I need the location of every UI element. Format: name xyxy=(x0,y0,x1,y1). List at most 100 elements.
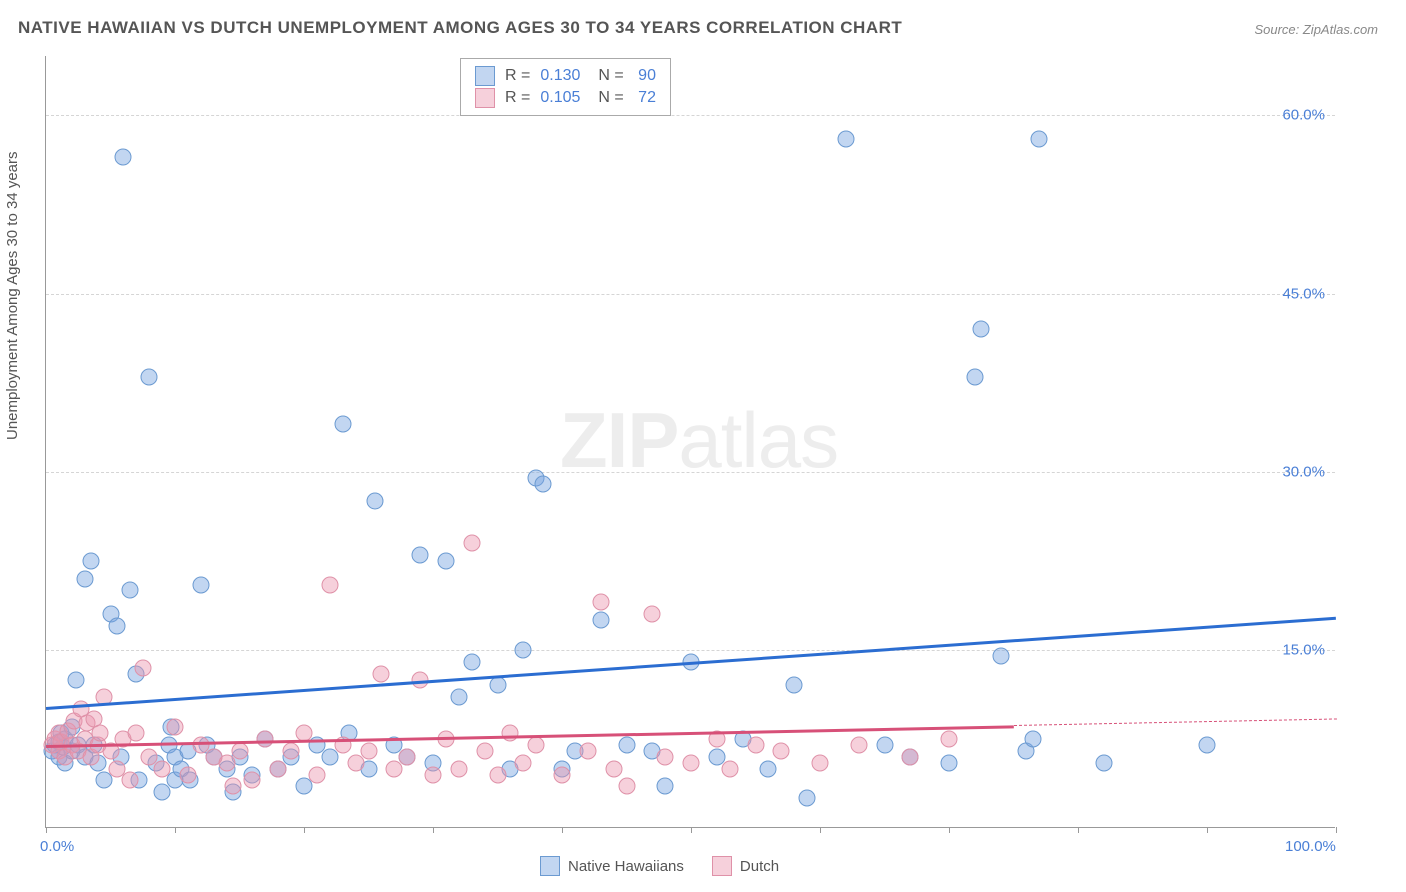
stats-r-label: R = xyxy=(505,67,530,85)
data-point xyxy=(231,742,248,759)
x-tick xyxy=(562,827,563,833)
data-point xyxy=(334,416,351,433)
data-point xyxy=(121,582,138,599)
data-point xyxy=(154,760,171,777)
data-point xyxy=(618,778,635,795)
data-point xyxy=(812,754,829,771)
data-point xyxy=(579,742,596,759)
data-point xyxy=(244,772,261,789)
x-tick xyxy=(175,827,176,833)
x-tick xyxy=(949,827,950,833)
trend-line-dashed xyxy=(1013,719,1336,727)
plot-area: 15.0%30.0%45.0%60.0% xyxy=(45,56,1335,828)
stats-r-value: 0.105 xyxy=(540,89,580,107)
data-point xyxy=(257,730,274,747)
stats-n-label: N = xyxy=(598,89,623,107)
data-point xyxy=(592,594,609,611)
data-point xyxy=(1024,730,1041,747)
y-tick-label: 60.0% xyxy=(1282,107,1325,124)
data-point xyxy=(489,677,506,694)
data-point xyxy=(283,742,300,759)
data-point xyxy=(92,724,109,741)
x-tick xyxy=(304,827,305,833)
data-point xyxy=(605,760,622,777)
legend-item: Dutch xyxy=(712,856,779,876)
data-point xyxy=(850,736,867,753)
data-point xyxy=(644,606,661,623)
data-point xyxy=(786,677,803,694)
data-point xyxy=(450,689,467,706)
stats-r-value: 0.130 xyxy=(540,67,580,85)
data-point xyxy=(534,475,551,492)
data-point xyxy=(192,576,209,593)
data-point xyxy=(308,766,325,783)
data-point xyxy=(799,790,816,807)
x-tick-label: 100.0% xyxy=(1285,838,1336,855)
data-point xyxy=(837,131,854,148)
legend-swatch xyxy=(475,66,495,86)
x-tick xyxy=(820,827,821,833)
data-point xyxy=(554,766,571,783)
data-point xyxy=(450,760,467,777)
data-point xyxy=(121,772,138,789)
stats-legend-box: R =0.130N = 90R =0.105N = 72 xyxy=(460,58,671,116)
data-point xyxy=(1095,754,1112,771)
data-point xyxy=(179,766,196,783)
data-point xyxy=(1031,131,1048,148)
data-point xyxy=(992,647,1009,664)
data-point xyxy=(528,736,545,753)
x-tick xyxy=(1078,827,1079,833)
stats-row: R =0.130N = 90 xyxy=(475,65,656,87)
legend-swatch xyxy=(475,88,495,108)
data-point xyxy=(657,748,674,765)
data-point xyxy=(515,754,532,771)
y-tick-label: 45.0% xyxy=(1282,285,1325,302)
data-point xyxy=(425,766,442,783)
data-point xyxy=(67,671,84,688)
data-point xyxy=(463,534,480,551)
data-point xyxy=(115,148,132,165)
data-point xyxy=(366,493,383,510)
data-point xyxy=(618,736,635,753)
legend-label: Native Hawaiians xyxy=(568,858,684,875)
legend-swatch xyxy=(540,856,560,876)
data-point xyxy=(941,754,958,771)
data-point xyxy=(489,766,506,783)
y-axis-label: Unemployment Among Ages 30 to 34 years xyxy=(4,151,21,440)
x-tick xyxy=(691,827,692,833)
legend-label: Dutch xyxy=(740,858,779,875)
data-point xyxy=(721,760,738,777)
data-point xyxy=(399,748,416,765)
data-point xyxy=(476,742,493,759)
data-point xyxy=(966,368,983,385)
data-point xyxy=(902,748,919,765)
series-legend: Native Hawaiians Dutch xyxy=(540,856,779,876)
x-tick-label: 0.0% xyxy=(40,838,74,855)
data-point xyxy=(1199,736,1216,753)
data-point xyxy=(973,321,990,338)
data-point xyxy=(108,618,125,635)
data-point xyxy=(657,778,674,795)
legend-swatch xyxy=(712,856,732,876)
chart-title: NATIVE HAWAIIAN VS DUTCH UNEMPLOYMENT AM… xyxy=(18,18,902,38)
data-point xyxy=(141,368,158,385)
y-tick-label: 30.0% xyxy=(1282,463,1325,480)
data-point xyxy=(321,576,338,593)
source-attribution: Source: ZipAtlas.com xyxy=(1254,22,1378,37)
data-point xyxy=(225,778,242,795)
data-point xyxy=(941,730,958,747)
data-point xyxy=(128,724,145,741)
gridline xyxy=(46,115,1335,116)
data-point xyxy=(876,736,893,753)
data-point xyxy=(592,612,609,629)
stats-n-value: 72 xyxy=(634,89,656,107)
data-point xyxy=(760,760,777,777)
data-point xyxy=(502,724,519,741)
stats-r-label: R = xyxy=(505,89,530,107)
data-point xyxy=(167,719,184,736)
data-point xyxy=(463,653,480,670)
data-point xyxy=(134,659,151,676)
data-point xyxy=(773,742,790,759)
x-tick xyxy=(433,827,434,833)
data-point xyxy=(360,742,377,759)
